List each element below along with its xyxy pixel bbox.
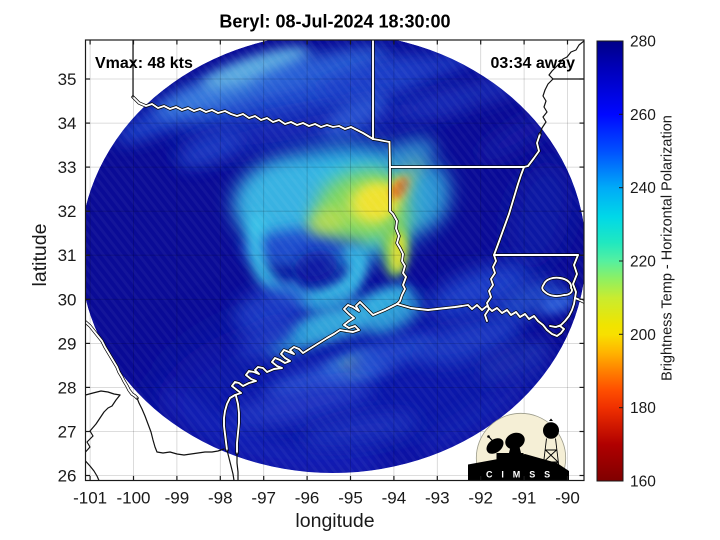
svg-text:280: 280 xyxy=(630,34,656,51)
svg-text:03:34 away: 03:34 away xyxy=(490,55,575,72)
svg-text:30: 30 xyxy=(58,290,77,309)
svg-text:-95: -95 xyxy=(338,489,363,508)
svg-text:-101: -101 xyxy=(73,489,107,508)
svg-text:-96: -96 xyxy=(295,489,320,508)
svg-text:35: 35 xyxy=(58,70,77,89)
svg-text:34: 34 xyxy=(58,114,77,133)
svg-text:-90: -90 xyxy=(555,489,580,508)
svg-text:180: 180 xyxy=(630,400,656,417)
svg-text:240: 240 xyxy=(630,180,656,197)
svg-text:29: 29 xyxy=(58,334,77,353)
svg-text:32: 32 xyxy=(58,202,77,221)
svg-text:longitude: longitude xyxy=(295,510,374,532)
svg-text:latitude: latitude xyxy=(29,224,51,287)
svg-text:Vmax: 48 kts: Vmax: 48 kts xyxy=(95,55,193,72)
svg-text:-98: -98 xyxy=(208,489,233,508)
svg-text:260: 260 xyxy=(630,107,656,124)
svg-text:28: 28 xyxy=(58,378,77,397)
svg-text:Beryl: 08-Jul-2024 18:30:00: Beryl: 08-Jul-2024 18:30:00 xyxy=(219,12,450,32)
svg-text:-92: -92 xyxy=(468,489,493,508)
svg-text:-100: -100 xyxy=(116,489,150,508)
svg-text:27: 27 xyxy=(58,423,77,442)
svg-text:Brightness Temp - Horizontal P: Brightness Temp - Horizontal Polarizatio… xyxy=(660,115,676,381)
svg-text:200: 200 xyxy=(630,327,656,344)
svg-text:-94: -94 xyxy=(382,489,407,508)
svg-text:-91: -91 xyxy=(512,489,537,508)
svg-text:31: 31 xyxy=(58,246,77,265)
svg-text:-97: -97 xyxy=(251,489,276,508)
svg-text:26: 26 xyxy=(58,467,77,486)
svg-text:33: 33 xyxy=(58,158,77,177)
svg-text:-99: -99 xyxy=(165,489,190,508)
svg-text:-93: -93 xyxy=(425,489,450,508)
svg-text:C I M S S: C I M S S xyxy=(486,470,553,480)
svg-text:220: 220 xyxy=(630,254,656,271)
svg-text:160: 160 xyxy=(630,474,656,491)
